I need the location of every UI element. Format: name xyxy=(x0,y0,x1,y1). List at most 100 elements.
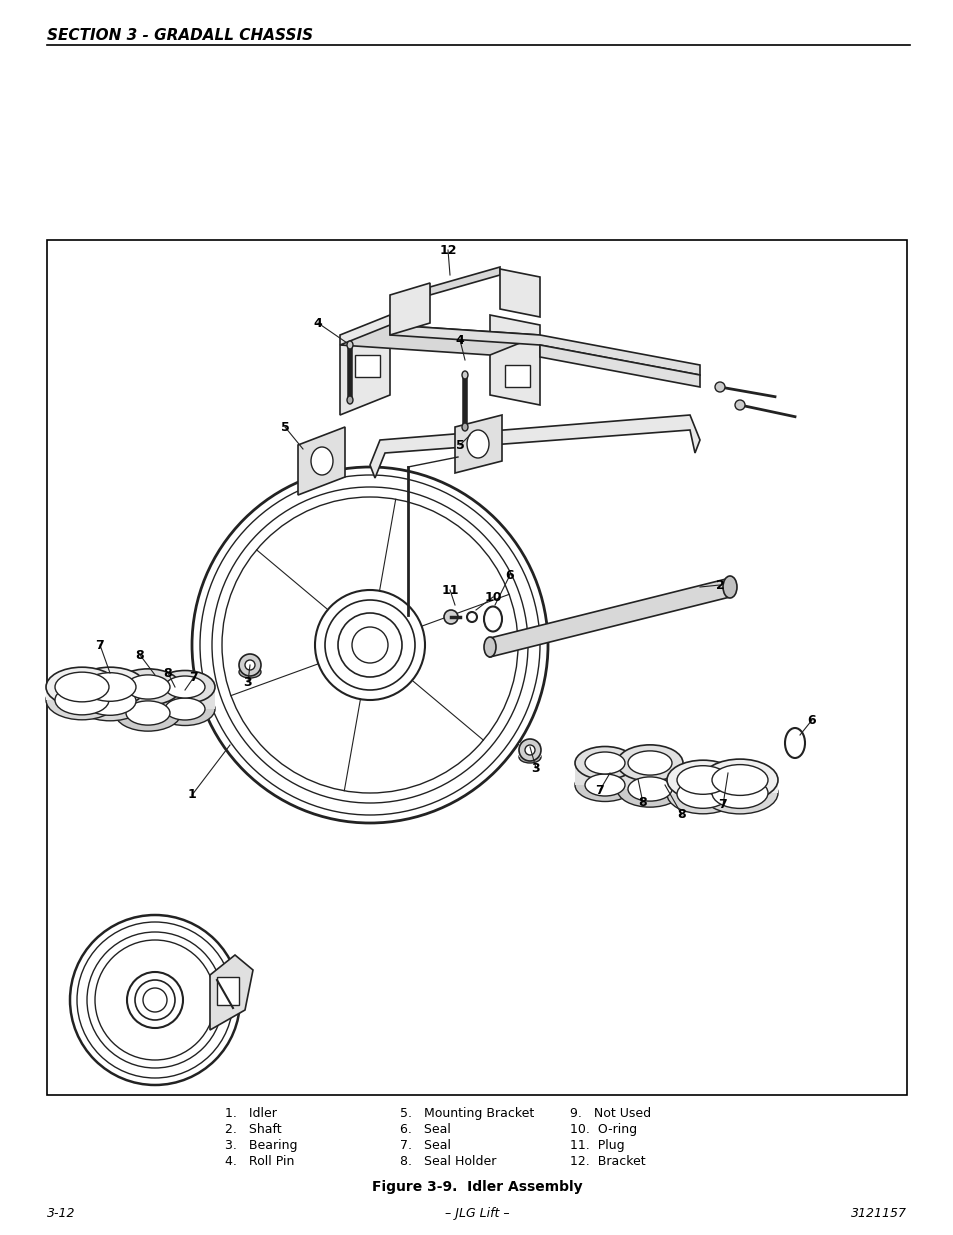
Ellipse shape xyxy=(461,424,468,431)
Text: 6: 6 xyxy=(807,714,816,726)
Polygon shape xyxy=(339,325,539,354)
Bar xyxy=(115,687,181,713)
Text: 4.   Roll Pin: 4. Roll Pin xyxy=(225,1155,294,1168)
Text: 7: 7 xyxy=(595,783,604,797)
Ellipse shape xyxy=(575,746,635,779)
Ellipse shape xyxy=(711,778,767,809)
Bar xyxy=(74,687,146,701)
Ellipse shape xyxy=(239,666,261,678)
Ellipse shape xyxy=(711,764,767,795)
Text: 3-12: 3-12 xyxy=(47,1207,75,1220)
Text: 2.   Shaft: 2. Shaft xyxy=(225,1123,281,1136)
Circle shape xyxy=(443,610,457,624)
Ellipse shape xyxy=(126,701,170,725)
Ellipse shape xyxy=(518,739,540,761)
Ellipse shape xyxy=(115,669,181,705)
Ellipse shape xyxy=(74,682,146,721)
Polygon shape xyxy=(297,427,345,495)
Polygon shape xyxy=(499,269,539,317)
Text: 2: 2 xyxy=(715,578,723,592)
Text: Figure 3-9.  Idler Assembly: Figure 3-9. Idler Assembly xyxy=(372,1179,581,1194)
Text: 3: 3 xyxy=(243,676,252,688)
Text: 10.  O-ring: 10. O-ring xyxy=(569,1123,637,1136)
Text: 3121157: 3121157 xyxy=(850,1207,906,1220)
Text: 11: 11 xyxy=(441,583,458,597)
Bar xyxy=(355,354,379,377)
Bar xyxy=(46,687,118,700)
Bar xyxy=(216,977,239,1005)
Bar xyxy=(575,763,635,785)
Text: 4: 4 xyxy=(456,333,464,347)
Ellipse shape xyxy=(666,761,739,800)
Polygon shape xyxy=(339,315,390,415)
Polygon shape xyxy=(455,415,501,473)
Polygon shape xyxy=(210,955,253,1030)
Bar xyxy=(617,763,682,789)
Ellipse shape xyxy=(126,674,170,699)
Ellipse shape xyxy=(239,655,261,676)
Ellipse shape xyxy=(154,693,214,725)
Ellipse shape xyxy=(524,745,535,755)
Text: 5: 5 xyxy=(280,420,289,433)
Text: 8: 8 xyxy=(164,667,172,679)
Ellipse shape xyxy=(245,659,254,671)
Polygon shape xyxy=(539,345,700,387)
Text: 10: 10 xyxy=(484,590,501,604)
Ellipse shape xyxy=(518,751,540,763)
Text: 8: 8 xyxy=(638,797,647,809)
Ellipse shape xyxy=(584,774,624,797)
Circle shape xyxy=(734,400,744,410)
Text: – JLG Lift –: – JLG Lift – xyxy=(444,1207,509,1220)
Ellipse shape xyxy=(311,447,333,475)
Polygon shape xyxy=(490,578,729,657)
Ellipse shape xyxy=(575,768,635,802)
Ellipse shape xyxy=(46,667,118,706)
Text: SECTION 3 - GRADALL CHASSIS: SECTION 3 - GRADALL CHASSIS xyxy=(47,28,313,43)
Text: 9.   Not Used: 9. Not Used xyxy=(569,1107,651,1120)
Text: 1: 1 xyxy=(188,788,196,802)
Ellipse shape xyxy=(55,685,109,715)
Text: 1.   Idler: 1. Idler xyxy=(225,1107,276,1120)
Ellipse shape xyxy=(347,396,353,404)
Ellipse shape xyxy=(165,676,205,698)
Ellipse shape xyxy=(74,667,146,706)
Ellipse shape xyxy=(461,370,468,379)
Ellipse shape xyxy=(701,760,778,802)
Ellipse shape xyxy=(84,673,136,701)
Bar xyxy=(154,687,214,709)
Bar xyxy=(504,366,530,387)
Text: 12.  Bracket: 12. Bracket xyxy=(569,1155,645,1168)
Bar xyxy=(518,743,540,757)
Bar xyxy=(47,240,906,1095)
Ellipse shape xyxy=(677,766,728,794)
Ellipse shape xyxy=(467,430,489,458)
Ellipse shape xyxy=(722,576,737,598)
Ellipse shape xyxy=(627,777,671,802)
Text: 6: 6 xyxy=(505,568,514,582)
Text: 8: 8 xyxy=(677,809,685,821)
Text: 7: 7 xyxy=(95,638,104,652)
Text: 3.   Bearing: 3. Bearing xyxy=(225,1139,297,1152)
Text: 11.  Plug: 11. Plug xyxy=(569,1139,624,1152)
Ellipse shape xyxy=(701,772,778,814)
Text: 4: 4 xyxy=(314,316,322,330)
Ellipse shape xyxy=(677,779,728,808)
Text: 6.   Seal: 6. Seal xyxy=(399,1123,451,1136)
Ellipse shape xyxy=(115,695,181,731)
Text: 8.   Seal Holder: 8. Seal Holder xyxy=(399,1155,496,1168)
Ellipse shape xyxy=(154,671,214,704)
Bar xyxy=(701,781,778,793)
Bar xyxy=(240,658,260,672)
Ellipse shape xyxy=(617,745,682,782)
Polygon shape xyxy=(490,315,539,405)
Text: 8: 8 xyxy=(135,648,144,662)
Circle shape xyxy=(714,382,724,391)
Polygon shape xyxy=(390,325,700,375)
Polygon shape xyxy=(430,267,499,295)
Ellipse shape xyxy=(627,751,671,776)
Ellipse shape xyxy=(483,637,496,657)
Text: 7: 7 xyxy=(190,671,198,683)
Polygon shape xyxy=(390,283,430,335)
Text: 5.   Mounting Bracket: 5. Mounting Bracket xyxy=(399,1107,534,1120)
Ellipse shape xyxy=(666,774,739,814)
